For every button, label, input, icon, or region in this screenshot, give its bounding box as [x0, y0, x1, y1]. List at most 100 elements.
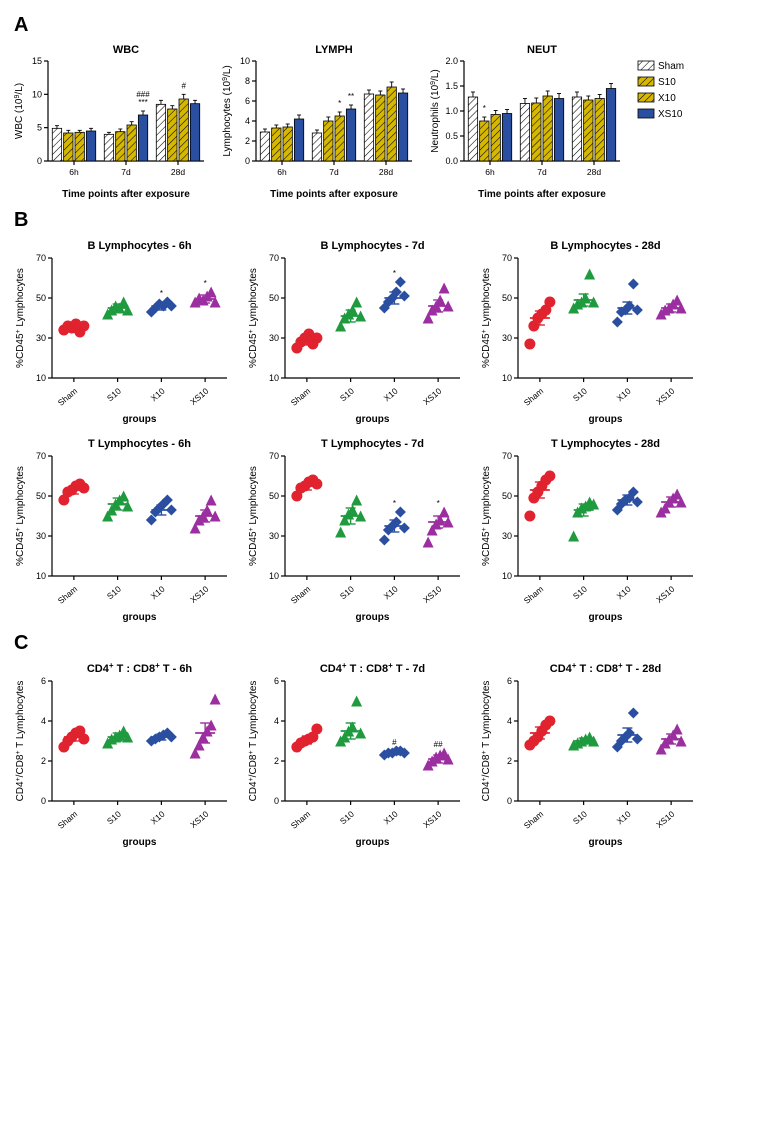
- svg-text:CD4+/CD8+ T Lymphocytes: CD4+/CD8+ T Lymphocytes: [248, 681, 260, 802]
- bar: [116, 132, 125, 161]
- svg-text:Sham: Sham: [56, 584, 79, 606]
- svg-text:%CD45+ Lymphocytes: %CD45+ Lymphocytes: [248, 268, 260, 368]
- svg-text:groups: groups: [589, 414, 623, 425]
- svg-text:groups: groups: [123, 837, 157, 848]
- svg-text:6h: 6h: [277, 167, 287, 177]
- svg-text:B Lymphocytes - 6h: B Lymphocytes - 6h: [87, 240, 191, 252]
- svg-text:70: 70: [36, 253, 46, 263]
- svg-text:*: *: [204, 279, 207, 288]
- svg-text:0: 0: [507, 796, 512, 806]
- svg-text:2: 2: [41, 756, 46, 766]
- svg-text:1.0: 1.0: [445, 106, 458, 116]
- svg-text:30: 30: [502, 531, 512, 541]
- svg-text:T Lymphocytes - 6h: T Lymphocytes - 6h: [88, 438, 191, 450]
- svg-text:28d: 28d: [379, 167, 393, 177]
- svg-text:groups: groups: [123, 414, 157, 425]
- bar: [168, 109, 177, 161]
- svg-text:XS10: XS10: [421, 386, 444, 407]
- scatter-chart: B Lymphocytes - 28d10305070%CD45+ Lympho…: [476, 236, 701, 426]
- svg-text:XS10: XS10: [188, 386, 211, 407]
- svg-text:*: *: [393, 499, 396, 508]
- bar: [312, 133, 321, 161]
- svg-text:10: 10: [240, 56, 250, 66]
- svg-text:0: 0: [41, 796, 46, 806]
- svg-text:Sham: Sham: [289, 584, 312, 606]
- scatter-chart: B Lymphocytes - 7d10305070%CD45+ Lymphoc…: [243, 236, 468, 426]
- svg-text:7d: 7d: [121, 167, 131, 177]
- bar: [272, 128, 281, 161]
- svg-text:30: 30: [36, 333, 46, 343]
- svg-text:XS10: XS10: [421, 584, 444, 605]
- svg-text:6: 6: [245, 96, 250, 106]
- svg-text:Lymphocytes (109/L): Lymphocytes (109/L): [222, 65, 234, 156]
- svg-text:X10: X10: [149, 386, 167, 404]
- svg-text:S10: S10: [338, 809, 356, 827]
- scatter-chart: T Lymphocytes - 6h10305070%CD45+ Lymphoc…: [10, 434, 235, 624]
- bar: [468, 97, 477, 161]
- svg-text:CD4+/CD8+ T Lymphocytes: CD4+/CD8+ T Lymphocytes: [481, 681, 493, 802]
- svg-text:%CD45+ Lymphocytes: %CD45+ Lymphocytes: [15, 466, 27, 566]
- svg-text:S10: S10: [105, 386, 123, 404]
- svg-text:6: 6: [507, 676, 512, 686]
- svg-text:X10: X10: [615, 809, 633, 827]
- svg-text:6: 6: [41, 676, 46, 686]
- bar-chart: WBC051015WBC (109/L)Time points after ex…: [10, 41, 210, 201]
- svg-text:6: 6: [274, 676, 279, 686]
- svg-text:*: *: [393, 269, 396, 278]
- svg-text:Neutrophils (109/L): Neutrophils (109/L): [430, 69, 442, 152]
- svg-text:30: 30: [269, 531, 279, 541]
- bar: [398, 93, 407, 161]
- svg-text:0: 0: [37, 156, 42, 166]
- bar: [606, 89, 615, 162]
- bar: [52, 128, 61, 161]
- svg-text:Sham: Sham: [522, 809, 545, 831]
- svg-text:Sham: Sham: [522, 386, 545, 408]
- svg-text:**: **: [348, 92, 354, 101]
- panel-A-row: WBC051015WBC (109/L)Time points after ex…: [10, 41, 765, 201]
- svg-text:CD4+ T : CD8+ T - 6h: CD4+ T : CD8+ T - 6h: [87, 661, 193, 676]
- svg-text:%CD45+ Lymphocytes: %CD45+ Lymphocytes: [15, 268, 27, 368]
- svg-text:XS10: XS10: [188, 809, 211, 830]
- panel-C-row: CD4+ T : CD8+ T - 6h0246CD4+/CD8+ T Lymp…: [10, 659, 765, 849]
- svg-text:%CD45+ Lymphocytes: %CD45+ Lymphocytes: [248, 466, 260, 566]
- scatter-chart: CD4+ T : CD8+ T - 6h0246CD4+/CD8+ T Lymp…: [10, 659, 235, 849]
- bar: [104, 134, 113, 161]
- svg-text:10: 10: [36, 373, 46, 383]
- svg-text:#: #: [181, 81, 186, 90]
- svg-text:0.0: 0.0: [445, 156, 458, 166]
- svg-text:T Lymphocytes - 28d: T Lymphocytes - 28d: [551, 438, 660, 450]
- svg-text:X10: X10: [615, 386, 633, 404]
- bar: [543, 96, 552, 161]
- svg-text:0: 0: [245, 156, 250, 166]
- svg-text:30: 30: [36, 531, 46, 541]
- svg-text:XS10: XS10: [654, 386, 677, 407]
- svg-text:groups: groups: [123, 612, 157, 623]
- svg-text:CD4+ T : CD8+ T - 7d: CD4+ T : CD8+ T - 7d: [320, 661, 425, 676]
- svg-text:2: 2: [274, 756, 279, 766]
- svg-text:1.5: 1.5: [445, 81, 458, 91]
- svg-text:50: 50: [36, 293, 46, 303]
- svg-text:##: ##: [434, 740, 443, 749]
- svg-text:70: 70: [502, 451, 512, 461]
- svg-text:Sham: Sham: [289, 386, 312, 408]
- svg-text:Time points after exposure: Time points after exposure: [270, 189, 398, 200]
- svg-text:NEUT: NEUT: [527, 44, 557, 56]
- svg-text:0.5: 0.5: [445, 131, 458, 141]
- bar: [190, 104, 199, 161]
- bar: [179, 99, 188, 161]
- svg-text:10: 10: [502, 571, 512, 581]
- svg-text:70: 70: [36, 451, 46, 461]
- bar: [156, 104, 165, 161]
- svg-text:groups: groups: [356, 612, 390, 623]
- svg-text:*: *: [338, 99, 341, 108]
- svg-text:X10: X10: [658, 93, 676, 104]
- panel-C-label: C: [14, 632, 765, 655]
- svg-text:X10: X10: [149, 809, 167, 827]
- scatter-chart: CD4+ T : CD8+ T - 7d0246CD4+/CD8+ T Lymp…: [243, 659, 468, 849]
- panel-B-label: B: [14, 209, 765, 232]
- bar-chart: LYMPH0246810Lymphocytes (109/L)Time poin…: [218, 41, 418, 201]
- svg-text:6h: 6h: [485, 167, 495, 177]
- bar-chart: NEUT0.00.51.01.52.0Neutrophils (109/L)Ti…: [426, 41, 626, 201]
- svg-text:Time points after exposure: Time points after exposure: [478, 189, 606, 200]
- bar: [554, 99, 563, 162]
